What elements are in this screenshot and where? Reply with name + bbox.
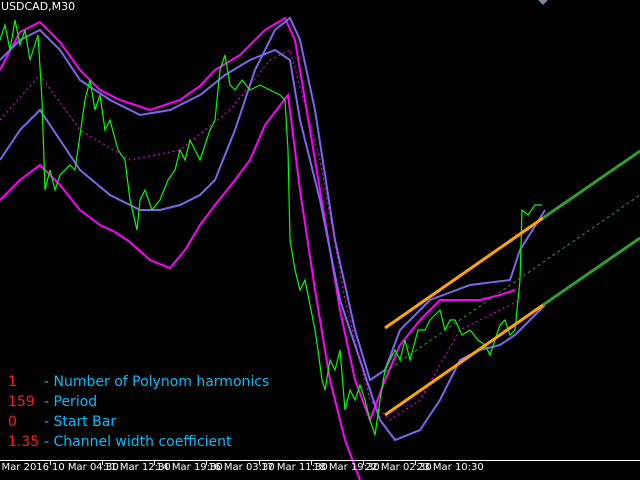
legend-row: 0 - Start Bar (8, 412, 116, 432)
legend-row: 1 - Number of Polynom harmonics (8, 372, 269, 392)
time-tick-mark (259, 460, 260, 465)
legend-value: 0 (8, 414, 17, 430)
time-tick-label: 14 Mar 19:30 (156, 462, 223, 473)
time-tick-mark (415, 460, 416, 465)
magenta-upper-band (0, 16, 516, 423)
time-tick-mark (363, 460, 364, 465)
legend-label: - Period (44, 394, 98, 410)
legend-row: 159 - Period (8, 392, 97, 412)
symbol-label: USDCAD,M30 (1, 0, 76, 13)
legend-row: 1.35- Channel width coefficient (8, 432, 231, 452)
chart-shift-icon[interactable] (538, 0, 548, 5)
channel-upper-projection (542, 149, 640, 220)
magenta-lower-band (0, 92, 361, 480)
time-tick-label: 10 Mar 04:30 (52, 462, 119, 473)
time-tick-mark (154, 460, 155, 465)
time-tick-label: 23 Mar 10:30 (417, 462, 484, 473)
time-tick-mark (50, 460, 51, 465)
time-tick-mark (102, 460, 103, 465)
price-line (0, 19, 542, 436)
time-axis-line (0, 460, 640, 461)
time-tick-label: 17 Mar 11:30 (261, 462, 328, 473)
time-tick-label: 18 Mar 19:30 (313, 462, 380, 473)
legend-label: - Number of Polynom harmonics (44, 374, 270, 390)
channel-center-line (384, 194, 640, 373)
channel-upper-line (384, 216, 544, 330)
legend-value: 1 (8, 374, 17, 390)
time-tick-mark (206, 460, 207, 465)
time-tick-label: 11 Mar 12:30 (104, 462, 171, 473)
legend-value: 159 (8, 394, 35, 410)
time-tick-label: 9 Mar 2016 (0, 462, 50, 473)
legend-label: - Start Bar (44, 414, 117, 430)
legend-label: - Channel width coefficient (44, 434, 232, 450)
center-line (0, 49, 521, 421)
purple-upper-band (0, 16, 546, 382)
channel-lower-line (384, 303, 544, 417)
time-tick-mark (311, 460, 312, 465)
legend-value: 1.35 (8, 434, 40, 450)
channel-lower-projection (542, 236, 640, 307)
time-tick-label: 16 Mar 03:30 (208, 462, 275, 473)
time-tick-label: 22 Mar 02:30 (365, 462, 432, 473)
